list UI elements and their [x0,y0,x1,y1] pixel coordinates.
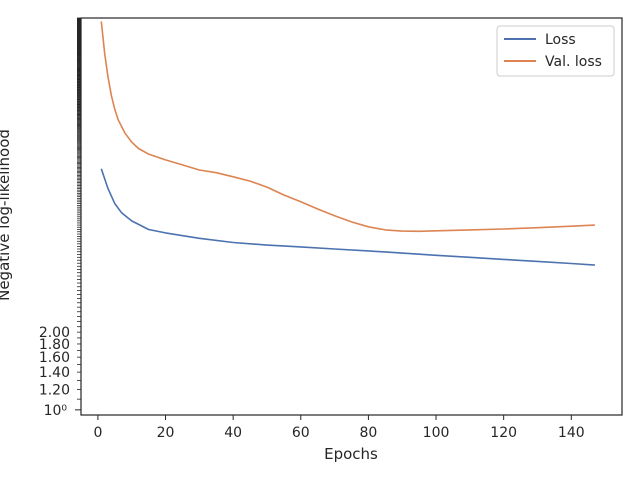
x-tick-label: 100 [423,425,450,441]
series-line-val-loss [100,21,595,233]
x-axis-label: Epochs [324,445,378,463]
series-layer [100,21,595,266]
y-tick-label: 2.00 [39,325,70,341]
plot-area [80,17,623,416]
y-tick-label: 1.80 [39,337,70,353]
y-axis-label: Negative log-likelihood [0,129,13,301]
y-tick-label-base: 10⁰ [44,403,68,419]
legend-label-val-loss: Val. loss [545,54,602,70]
x-tick-label: 120 [490,425,517,441]
x-tick-label: 60 [292,425,310,441]
x-tick-label: 0 [93,425,102,441]
legend-label-loss: Loss [545,32,576,48]
y-tick-label: 1.20 [39,382,70,398]
x-tick-label: 140 [558,425,585,441]
legend: Loss Val. loss [496,25,615,77]
x-axis: 0 20 40 60 80 100 120 140 [93,415,585,441]
x-tick-label: 40 [224,425,242,441]
y-tick-label: 1.60 [39,350,70,366]
y-axis: 10⁰ 1.201.401.601.802.00 [39,17,81,419]
plot-frame [80,17,623,416]
x-tick-label: 20 [157,425,175,441]
series-line-loss [100,168,595,266]
x-tick-label: 80 [359,425,377,441]
y-tick-label: 1.40 [39,365,70,381]
